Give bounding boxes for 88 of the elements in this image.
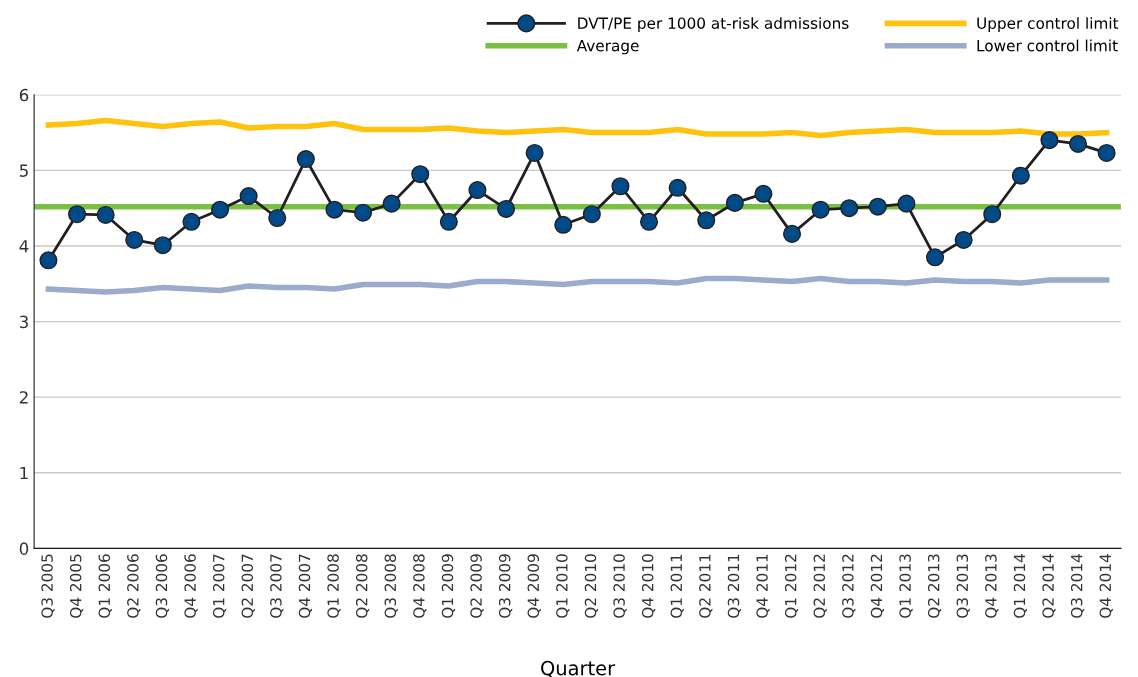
point: [1011, 166, 1030, 185]
point: [611, 177, 630, 196]
x-tick-label: Q3 2005: [41, 554, 55, 618]
y-tick-label: 5: [19, 164, 28, 177]
x-tick-label: Q3 2011: [727, 554, 742, 618]
point: [1069, 134, 1088, 153]
x-tick-label: Q2 2006: [127, 554, 141, 618]
point: [1040, 131, 1059, 150]
point: [1097, 143, 1116, 163]
point: [296, 150, 315, 169]
point: [697, 211, 716, 230]
x-tick-label: Q4 2006: [184, 554, 198, 618]
x-tick-label: Q4 2011: [756, 554, 770, 618]
x-tick-label: Q1 2013: [899, 554, 913, 618]
x-tick-label: Q1 2010: [556, 554, 570, 618]
x-tick-label: Q4 2005: [69, 554, 84, 618]
point: [39, 251, 58, 270]
point: [239, 187, 258, 206]
x-tick-label: Q1 2008: [327, 554, 341, 618]
point: [983, 205, 1002, 224]
y-tick-label: 0: [19, 542, 29, 555]
point: [468, 181, 487, 200]
y-tick-label: 1: [20, 466, 28, 480]
x-tick-label: Q2 2014: [1042, 554, 1056, 618]
point: [582, 205, 601, 224]
point: [96, 205, 115, 225]
point: [268, 208, 287, 228]
point: [926, 248, 945, 267]
point: [354, 203, 373, 222]
x-tick-label: Q2 2011: [699, 554, 713, 618]
point: [954, 230, 973, 249]
x-tick-label: Q2 2009: [470, 554, 484, 618]
x-tick-label: Q4 2010: [641, 554, 656, 618]
y-tick-label: 3: [19, 315, 28, 329]
point: [897, 194, 916, 213]
x-tick-label: Q1 2006: [98, 554, 112, 618]
point: [640, 212, 659, 231]
x-tick-label: Q3 2013: [956, 554, 970, 618]
x-tick-label: Q4 2012: [870, 554, 885, 618]
x-tick-label: Q4 2008: [413, 554, 427, 618]
x-tick-label: Q3 2006: [155, 554, 170, 618]
legend-label: Average: [576, 40, 639, 55]
x-tick-label: Q3 2010: [613, 554, 627, 618]
point: [668, 178, 687, 197]
y-tick-label: 4: [19, 240, 29, 253]
x-tick-label: Q4 2013: [985, 554, 999, 618]
x-tick-label: Q3 2012: [842, 554, 856, 618]
y-tick-label: 2: [19, 391, 28, 404]
x-tick-label: Q3 2008: [384, 554, 398, 618]
x-tick-label: Q1 2012: [784, 554, 799, 618]
point: [125, 230, 144, 249]
x-tick-label: Q3 2014: [1070, 554, 1085, 618]
x-tick-label: Q2 2008: [355, 554, 370, 618]
x-axis-title: Quarter: [541, 660, 616, 677]
legend-label: Lower control limit: [977, 39, 1118, 52]
x-tick-label: Q3 2009: [498, 554, 513, 618]
x-tick-label: Q4 2014: [1099, 554, 1113, 618]
x-tick-label: Q2 2010: [584, 554, 599, 618]
x-tick-label: Q2 2013: [927, 554, 942, 618]
point: [554, 215, 573, 234]
legend-label: DVT/PE per 1000 at-risk admissions: [578, 17, 849, 32]
x-tick-label: Q1 2009: [441, 554, 456, 618]
x-tick-label: Q2 2012: [813, 554, 827, 618]
x-tick-label: Q1 2011: [670, 554, 684, 618]
point: [182, 212, 201, 231]
point: [754, 184, 773, 203]
point: [497, 199, 516, 218]
x-tick-label: Q4 2007: [298, 554, 313, 618]
x-tick-label: Q1 2007: [212, 554, 227, 618]
point: [411, 165, 430, 184]
x-tick-label: Q1 2014: [1013, 554, 1028, 618]
point: [868, 197, 887, 216]
point: [68, 205, 87, 224]
point: [840, 199, 859, 218]
point: [811, 200, 830, 219]
legend-label: Upper control limit: [977, 17, 1119, 32]
point: [211, 200, 230, 219]
point: [525, 143, 544, 163]
x-tick-label: Q3 2007: [270, 554, 284, 618]
point: [439, 212, 458, 231]
point: [153, 236, 172, 255]
point: [725, 193, 744, 212]
point: [325, 200, 344, 219]
x-tick-label: Q4 2009: [527, 554, 541, 618]
x-tick-label: Q2 2007: [241, 554, 255, 618]
y-tick-label: 6: [19, 88, 29, 102]
point: [382, 194, 401, 213]
point: [783, 224, 802, 243]
